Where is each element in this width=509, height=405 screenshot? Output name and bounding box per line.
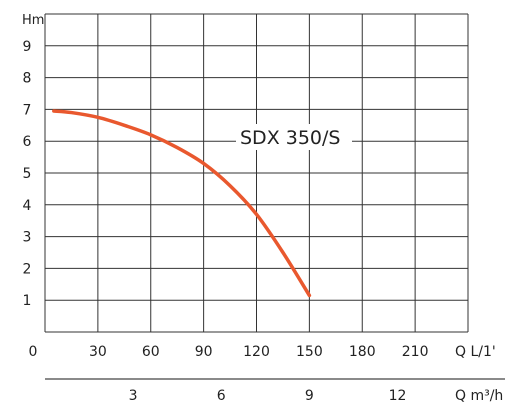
- y-tick-label: 8: [23, 71, 32, 87]
- series-label: SDX 350/S: [240, 127, 340, 149]
- x-tick-label-primary: 0: [29, 344, 38, 360]
- x-axis-secondary-ticks: 3 6 9 12: [129, 388, 407, 404]
- y-tick-label: 9: [23, 39, 32, 55]
- x-tick-label-primary: 150: [296, 344, 323, 360]
- x-tick-label-primary: 180: [349, 344, 376, 360]
- curve-label-bg: [236, 124, 352, 150]
- y-axis-ticks: 1 2 3 4 5 6 7 8 9: [23, 39, 32, 309]
- y-tick-label: 2: [23, 261, 32, 277]
- x-tick-label-primary: 30: [89, 344, 107, 360]
- y-tick-label: 6: [23, 134, 32, 150]
- y-tick-label: 3: [23, 230, 32, 246]
- x-tick-label-primary: 120: [243, 344, 270, 360]
- x-tick-label-primary: 210: [402, 344, 429, 360]
- x-axis-primary-ticks: 0 30 60 90 120 150 180 210: [29, 344, 429, 360]
- y-tick-label: 5: [23, 166, 32, 182]
- x-tick-label-secondary: 6: [217, 388, 226, 404]
- x-tick-label-secondary: 3: [129, 388, 138, 404]
- series-group: [52, 109, 312, 298]
- series-line: [52, 109, 312, 298]
- x-tick-label-secondary: 9: [305, 388, 314, 404]
- y-tick-label: 7: [23, 102, 32, 118]
- y-tick-label: 4: [23, 198, 32, 214]
- y-tick-label: 1: [23, 293, 32, 309]
- x-axis-secondary-label: Q m³/h: [455, 388, 503, 404]
- x-tick-label-primary: 60: [142, 344, 160, 360]
- chart-grid: [44, 13, 469, 333]
- x-axis-primary-label: Q L/1': [455, 344, 496, 360]
- y-axis-label: Hm: [22, 13, 44, 28]
- x-tick-label-secondary: 12: [389, 388, 407, 404]
- x-tick-label-primary: 90: [195, 344, 213, 360]
